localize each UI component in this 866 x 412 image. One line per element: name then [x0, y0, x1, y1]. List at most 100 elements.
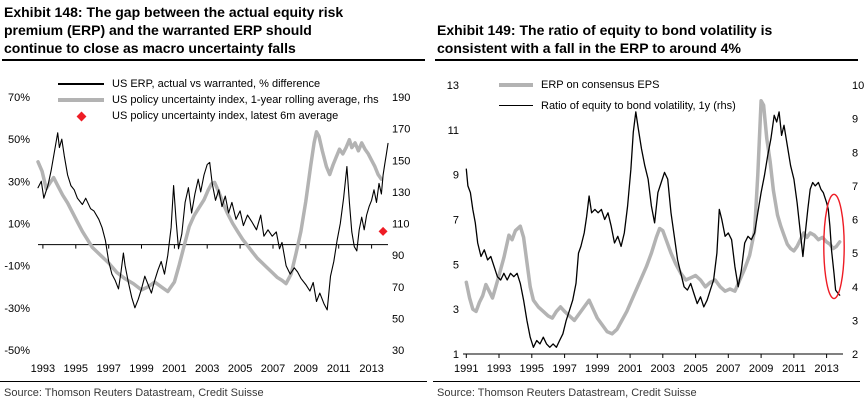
right-axis-tick-label: 5 — [852, 248, 858, 260]
x-axis-tick-label: 2009 — [294, 363, 318, 375]
left-axis-tick-label: -50% — [4, 345, 30, 357]
x-axis-tick-label: 1999 — [585, 363, 609, 375]
thin-line-swatch — [58, 83, 104, 85]
left-axis-tick-label: 30% — [8, 176, 30, 188]
exhibit-148-title: Exhibit 148: The gap between the actual … — [4, 0, 420, 57]
x-axis-tick-label: 2001 — [618, 363, 642, 375]
x-axis-tick-label: 1993 — [487, 363, 511, 375]
exhibit-149-title: Exhibit 149: The ratio of equity to bond… — [437, 0, 853, 57]
right-axis-tick-label: 190 — [392, 92, 410, 104]
thin-line-swatch — [499, 104, 533, 107]
title-line: Exhibit 149: The ratio of equity to bond… — [437, 22, 773, 38]
left-axis-tick-label: 5 — [453, 259, 459, 271]
source-divider — [433, 381, 860, 382]
right-axis-tick-label: 7 — [852, 181, 858, 193]
right-axis-tick-label: 90 — [392, 250, 404, 262]
right-axis-tick-label: 4 — [852, 282, 858, 294]
thick-line-swatch — [58, 98, 104, 102]
x-axis-tick-label: 1995 — [64, 363, 88, 375]
x-axis-tick-label: 1997 — [96, 363, 120, 375]
legend-item: US policy uncertainty index, latest 6m a… — [58, 108, 379, 124]
right-axis-tick-label: 8 — [852, 147, 858, 159]
legend-label: US policy uncertainty index, latest 6m a… — [112, 110, 339, 122]
title-line: continue to close as macro uncertainty f… — [4, 40, 296, 56]
left-axis-tick-label: 13 — [447, 80, 459, 92]
left-axis-tick-label: -30% — [4, 303, 30, 315]
left-axis-tick-label: 10% — [8, 219, 30, 231]
left-axis-tick-label: 9 — [453, 170, 459, 182]
x-axis-tick-label: 2005 — [683, 363, 707, 375]
right-axis-tick-label: 150 — [392, 155, 410, 167]
series-line-erp-on-consensus-eps — [464, 98, 842, 336]
diamond-marker-us-policy-uncertainty-index-latest-6m-average — [378, 226, 388, 236]
erp-vs-policy-uncertainty-chart: 70% 50% 30% 10% -10% -30% -50% 190 170 150 130 110 9… — [4, 92, 410, 375]
line-swatch — [499, 82, 533, 87]
right-axis-tick-label: 50 — [392, 313, 404, 325]
x-axis-tick-label: 1997 — [552, 363, 576, 375]
legend-label: US policy uncertainty index, 1-year roll… — [112, 94, 379, 106]
left-axis-tick-label: -10% — [4, 261, 30, 273]
x-axis-tick-label: 2013 — [359, 363, 383, 375]
legend-label: US ERP, actual vs warranted, % differenc… — [112, 78, 321, 90]
right-axis-tick-label: 130 — [392, 187, 410, 199]
series-line-ratio-of-equity-to-bond-volatility-1y-rhs — [465, 111, 841, 348]
legend-item: ERP on consensus EPS — [499, 74, 736, 95]
x-axis-tick-label: 2007 — [716, 363, 740, 375]
x-axis-tick-label: 2003 — [651, 363, 675, 375]
legend-item: US ERP, actual vs warranted, % differenc… — [58, 76, 379, 92]
left-axis-tick-label: 7 — [453, 215, 459, 227]
right-axis-tick-label: 110 — [392, 219, 410, 231]
legend: US ERP, actual vs warranted, % differenc… — [58, 76, 379, 124]
right-axis-tick-label: 170 — [392, 124, 410, 136]
title-line: consistent with a fall in the ERP to aro… — [437, 40, 741, 56]
title-line: premium (ERP) and the warranted ERP shou… — [4, 22, 312, 38]
right-axis-tick-label: 10 — [852, 80, 864, 92]
legend: ERP on consensus EPS Ratio of equity to b… — [499, 74, 736, 116]
exhibit-149-panel: Exhibit 149: The ratio of equity to bond… — [433, 0, 866, 412]
x-axis-tick-label: 2003 — [195, 363, 219, 375]
title-line: Exhibit 148: The gap between the actual … — [4, 4, 344, 20]
x-axis-tick-label: 1999 — [129, 363, 153, 375]
x-axis-tick-label: 2007 — [261, 363, 285, 375]
source-note: Source: Thomson Reuters Datastream, Cred… — [437, 387, 697, 399]
line-swatch — [58, 83, 104, 85]
legend-label: Ratio of equity to bond volatility, 1y (… — [541, 99, 736, 112]
right-axis-tick-label: 70 — [392, 282, 404, 294]
series-line-us-erp-actual-vs-warranted-difference — [37, 132, 389, 311]
right-axis-tick-label: 9 — [852, 114, 858, 126]
x-axis-tick-label: 2011 — [782, 363, 806, 375]
x-axis-tick-label: 2011 — [327, 363, 351, 375]
x-axis-tick-label: 2005 — [228, 363, 252, 375]
legend-item: Ratio of equity to bond volatility, 1y (… — [499, 95, 736, 116]
x-axis-tick-label: 2009 — [749, 363, 773, 375]
x-axis-tick-label: 1995 — [520, 363, 544, 375]
line-swatch — [58, 98, 104, 102]
right-axis-tick-label: 3 — [852, 315, 858, 327]
thick-line-swatch — [499, 82, 533, 87]
right-axis-tick-label: 30 — [392, 345, 404, 357]
legend-item: US policy uncertainty index, 1-year roll… — [58, 92, 379, 108]
left-axis-tick-label: 3 — [453, 304, 459, 316]
title-divider — [2, 59, 425, 61]
source-divider — [0, 381, 427, 382]
red-diamond-icon — [58, 111, 104, 121]
right-axis-tick-label: 2 — [852, 349, 858, 361]
left-axis-tick-label: 1 — [453, 349, 459, 361]
left-axis-tick-label: 70% — [8, 92, 30, 104]
title-divider — [435, 59, 858, 61]
right-axis-tick-label: 6 — [852, 215, 858, 227]
series-line-us-policy-uncertainty-index-1-year-rolling-average-rhs — [36, 130, 384, 294]
left-axis-tick-label: 50% — [8, 134, 30, 146]
red-diamond-icon — [76, 111, 86, 121]
erp-vs-volatility-ratio-chart: 13 11 9 7 5 3 1 10 9 8 7 6 5 4 3 2 1991 1993 1995 1997 1999 2… — [447, 80, 865, 375]
line-swatch — [499, 104, 533, 107]
legend-label: ERP on consensus EPS — [541, 78, 660, 91]
source-note: Source: Thomson Reuters Datastream, Cred… — [4, 387, 264, 399]
left-axis-tick-label: 11 — [448, 125, 459, 137]
x-axis-tick-label: 2001 — [162, 363, 186, 375]
x-axis-tick-label: 2013 — [814, 363, 838, 375]
highlight-ellipse-annotation — [823, 193, 845, 300]
x-axis-tick-label: 1993 — [31, 363, 55, 375]
exhibit-148-panel: Exhibit 148: The gap between the actual … — [0, 0, 427, 399]
